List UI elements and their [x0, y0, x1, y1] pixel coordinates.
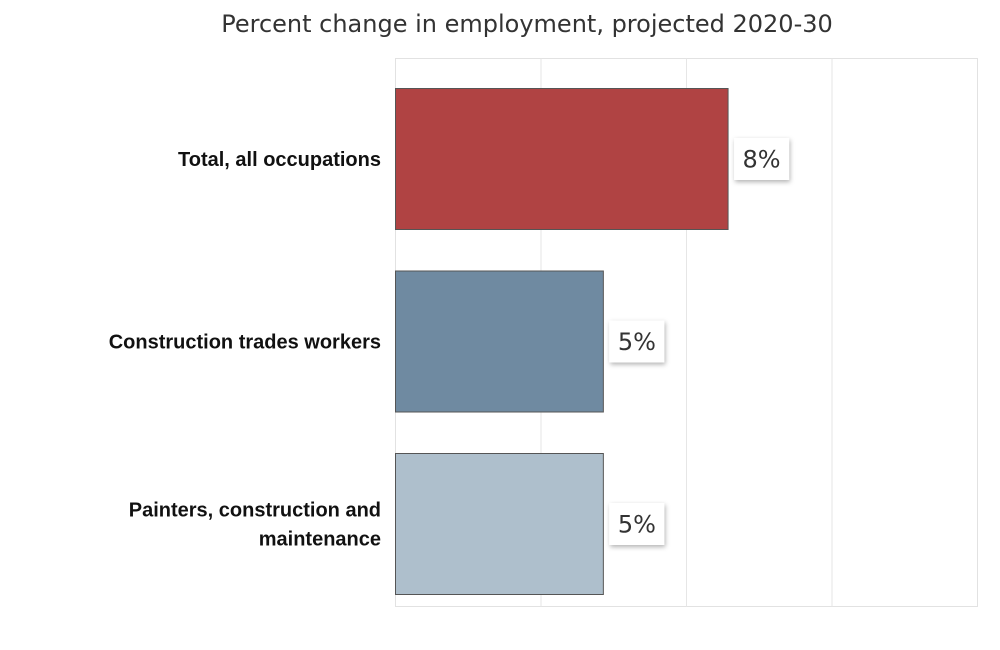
data-label: 5%: [609, 503, 665, 545]
data-label-box: [734, 138, 790, 180]
category-label: Total, all occupations: [178, 149, 381, 171]
category-label: Construction trades workers: [109, 332, 381, 354]
category-label-line: Construction trades workers: [109, 332, 381, 354]
bar: [395, 453, 604, 595]
data-label-text: 5%: [618, 328, 656, 356]
data-label: 5%: [609, 320, 665, 363]
bar: [395, 88, 729, 230]
data-label-box: [609, 320, 665, 363]
chart-title: Percent change in employment, projected …: [221, 10, 833, 38]
category-label: Painters, construction and maintenance: [129, 500, 381, 551]
data-label: 8%: [734, 138, 790, 180]
category-label-line: maintenance: [259, 529, 381, 551]
data-label-text: 8%: [743, 146, 781, 174]
category-label-line: Total, all occupations: [178, 149, 381, 171]
data-labels: 8% 5% 5%: [609, 138, 790, 545]
category-label-line: Painters, construction and: [129, 500, 381, 522]
data-label-box: [609, 503, 665, 545]
data-label-text: 5%: [618, 511, 656, 539]
bars: [395, 88, 729, 595]
bar: [395, 270, 604, 413]
category-labels: Total, all occupations Construction trade…: [109, 149, 381, 551]
